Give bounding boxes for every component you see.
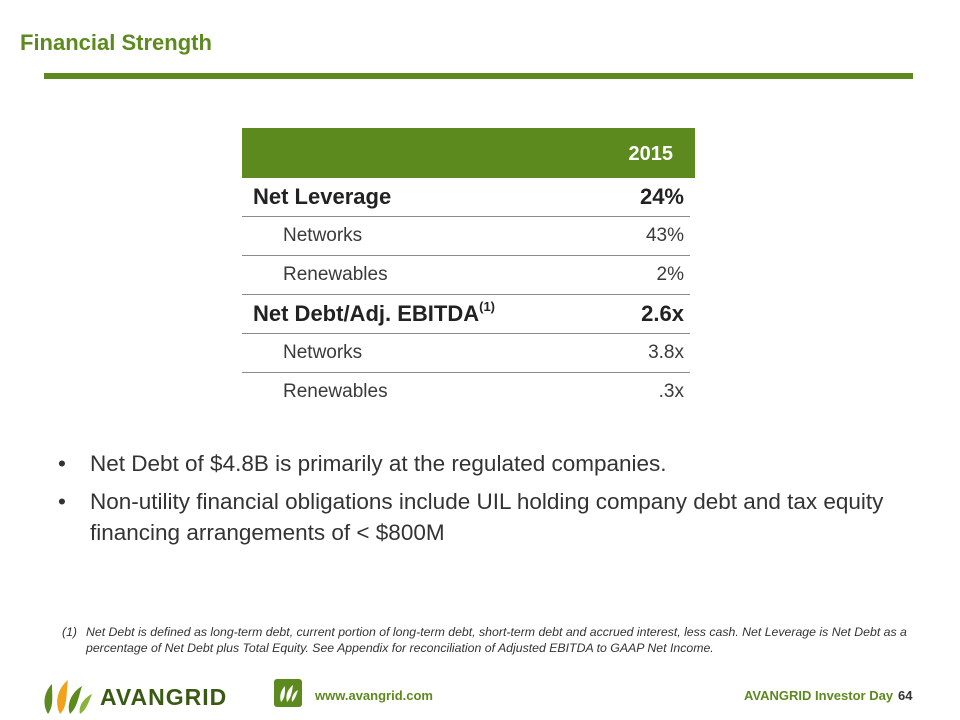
table-row: Renewables 2% [242, 256, 690, 295]
row-label: Renewables [283, 381, 388, 402]
table-row: Renewables .3x [242, 373, 690, 411]
row-value: 2.6x [641, 301, 684, 326]
bullet-marker: • [58, 451, 66, 476]
page-number: 64 [898, 688, 913, 703]
row-label: Net Debt/Adj. EBITDA(1) [253, 299, 496, 327]
footnote: (1) Net Debt is defined as long-term deb… [62, 624, 912, 656]
bullet-item: • Non-utility financial obligations incl… [58, 486, 898, 548]
row-label: Networks [283, 342, 363, 363]
brand-wordmark: AVANGRID [100, 684, 228, 710]
footnote-number: (1) [62, 625, 78, 639]
row-label: Net Leverage [253, 184, 392, 209]
year-header: 2015 [628, 143, 674, 165]
row-value: .3x [658, 381, 684, 402]
footnote-text: Net Debt is defined as long-term debt, c… [86, 625, 907, 655]
bullet-text: Non-utility financial obligations includ… [90, 489, 884, 545]
row-label-text: Net Debt/Adj. EBITDA [253, 301, 480, 326]
financial-table: 2015 Net Leverage 24% Networks 43% Renew… [242, 128, 695, 411]
bullet-list: • Net Debt of $4.8B is primarily at the … [58, 448, 898, 555]
footnote-ref: (1) [479, 299, 496, 314]
table-row: Networks 3.8x [242, 334, 690, 373]
bullet-text: Net Debt of $4.8B is primarily at the re… [90, 451, 667, 476]
row-label: Renewables [283, 264, 388, 285]
table-row: Networks 43% [242, 217, 690, 256]
event-name: AVANGRID Investor Day [744, 688, 894, 703]
table-row: Net Leverage 24% [242, 178, 690, 217]
row-label: Networks [283, 225, 363, 246]
leaf-logo-icon [274, 679, 302, 707]
table-header: 2015 [242, 128, 695, 178]
bullet-item: • Net Debt of $4.8B is primarily at the … [58, 448, 898, 479]
row-value: 24% [639, 184, 684, 209]
bullet-marker: • [58, 489, 66, 514]
page-title: Financial Strength [20, 30, 212, 55]
website-link[interactable]: www.avangrid.com [315, 688, 433, 703]
title-rule [44, 73, 913, 79]
avangrid-logo-icon [44, 680, 92, 714]
row-value: 43% [645, 225, 684, 246]
row-value: 3.8x [648, 342, 684, 363]
row-value: 2% [656, 264, 684, 285]
table-row: Net Debt/Adj. EBITDA(1) 2.6x [242, 295, 690, 334]
